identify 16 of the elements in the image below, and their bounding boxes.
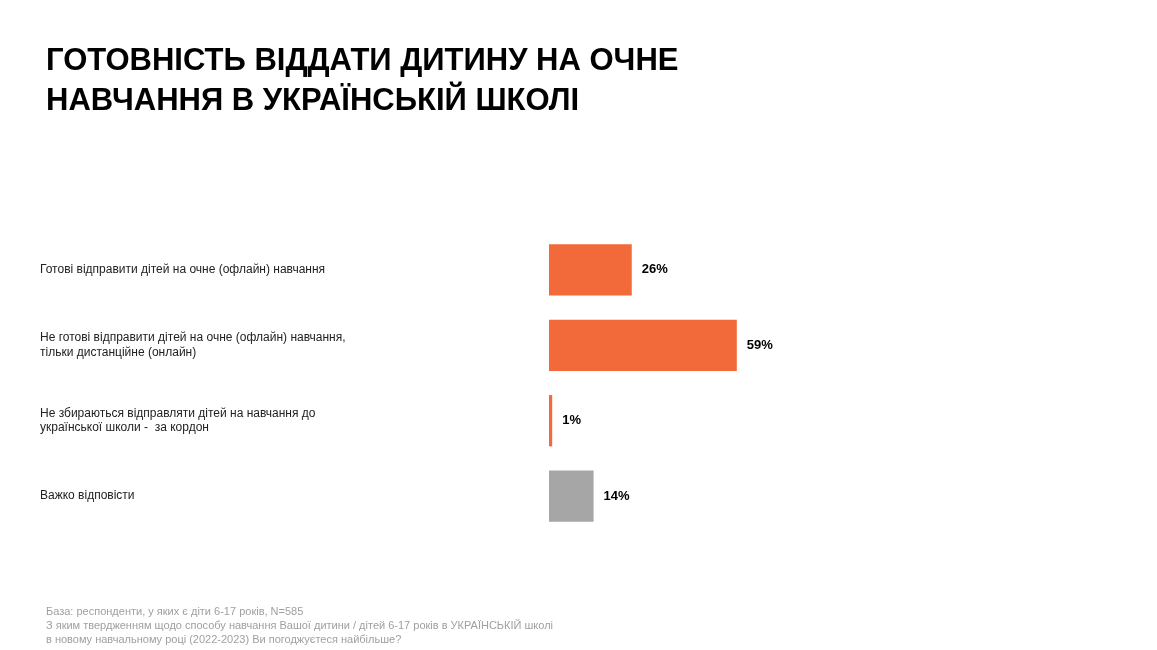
bar xyxy=(549,319,737,371)
chart-title: ГОТОВНІСТЬ ВІДДАТИ ДИТИНУ НА ОЧНЕ НАВЧАННЯ В УКРАЇНСЬКІЙ ШКОЛІ xyxy=(46,41,679,119)
data-label: 14% xyxy=(603,487,631,503)
text: в новому навчальному році (2022-2023) Ви погоджуєтеся найбільше? xyxy=(46,632,403,646)
text: База: респонденти, у яких є діти 6-17 років, N=585 xyxy=(46,604,305,618)
data-label: 26% xyxy=(641,261,669,277)
y-tick-label: Не збираються відправляти дітей на навчання до української школи - за кордон xyxy=(40,405,316,435)
y-tick-label: Готові відправити дітей на очне (офлайн) навчання xyxy=(40,262,326,277)
text: З яким твердженням щодо способу навчання Вашої дитини / дітей 6-17 років в УКРАЇНСЬКІЙ школі xyxy=(46,618,553,632)
bar xyxy=(549,470,594,522)
data-label: 1% xyxy=(562,412,582,428)
bar xyxy=(549,395,553,447)
y-tick-label: Важко відповісти xyxy=(40,488,135,503)
data-label: 59% xyxy=(746,336,774,352)
y-tick-label: Не готові відправити дітей на очне (офлайн) навчання, тільки дистанційне (онлайн) xyxy=(40,330,346,359)
bar xyxy=(549,244,632,296)
